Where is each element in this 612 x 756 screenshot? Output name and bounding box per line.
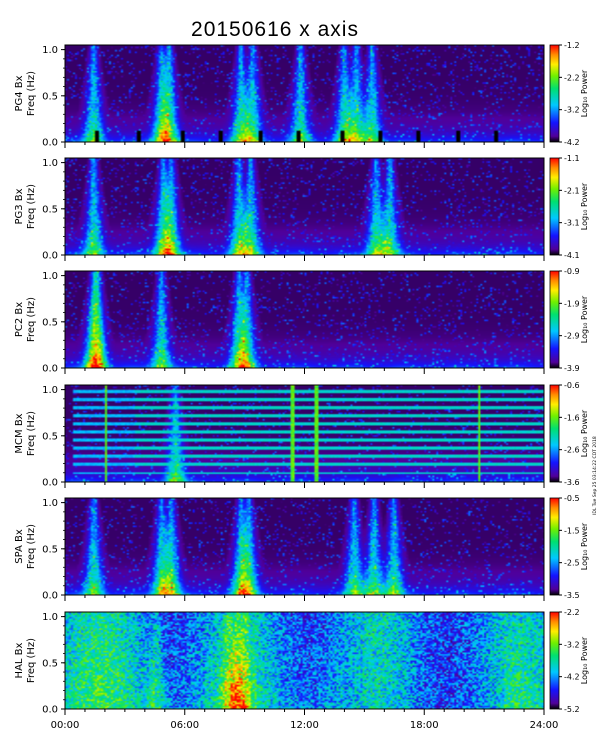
y-axis-station-label: HAL Bx — [14, 642, 25, 678]
colorbar-tick-label: -4.2 — [564, 138, 580, 147]
colorbar-label: Log₁₀ Power — [580, 182, 589, 230]
y-tick-label: 0.5 — [42, 204, 58, 215]
colorbar — [549, 611, 560, 710]
colorbar-tick-label: -2.9 — [564, 332, 580, 341]
y-axis-freq-label: Freq (Hz) — [26, 638, 37, 683]
x-tick-label: 00:00 — [51, 720, 80, 731]
y-tick-label: 0.0 — [42, 705, 58, 716]
colorbar-tick-label: -1.9 — [564, 299, 580, 308]
x-tick-label: 18:00 — [410, 720, 439, 731]
y-tick-label: 1.0 — [42, 271, 58, 282]
spectrogram-image — [65, 612, 544, 709]
colorbar-tick-label: -3.2 — [564, 640, 580, 649]
colorbar-tick-label: -0.5 — [564, 494, 580, 503]
colorbar-tick-label: -3.6 — [564, 478, 580, 487]
colorbar-tick-label: -3.1 — [564, 219, 580, 228]
spectrogram-image — [65, 158, 544, 255]
colorbar — [549, 44, 560, 143]
spectrogram-image — [65, 45, 544, 142]
y-tick-label: 0.0 — [42, 478, 58, 489]
colorbar — [549, 497, 560, 596]
colorbar-tick-label: -0.6 — [564, 381, 580, 390]
y-tick-label: 1.0 — [42, 612, 58, 623]
y-tick-label: 0.5 — [42, 544, 58, 555]
colorbar-tick-label: -3.9 — [564, 364, 580, 373]
colorbar-tick-label: -5.2 — [564, 705, 580, 714]
x-tick-label: 06:00 — [170, 720, 199, 731]
y-tick-label: 0.0 — [42, 138, 58, 149]
y-tick-label: 0.5 — [42, 317, 58, 328]
spectrogram-image — [65, 385, 544, 482]
y-tick-label: 0.0 — [42, 591, 58, 602]
y-axis-station-label: PG4 Bx — [14, 75, 25, 111]
y-axis-freq-label: Freq (Hz) — [26, 71, 37, 116]
colorbar-tick-label: -2.5 — [564, 559, 580, 568]
y-axis-station-label: PC2 Bx — [14, 302, 25, 337]
colorbar-tick-label: -1.2 — [564, 41, 580, 50]
chart-title: 20150616 x axis — [191, 18, 359, 41]
colorbar-tick-label: -4.2 — [564, 673, 580, 682]
colorbar-tick-label: -3.5 — [564, 591, 580, 600]
spectrogram-image — [65, 498, 544, 595]
panel-pg3-bx: 0.0 0.5 1.0 PG3 Bx Freq (Hz) -1.1 -2.1 -3.1 -4.1… — [14, 154, 589, 262]
colorbar-label: Log₁₀ Power — [580, 295, 589, 343]
y-tick-label: 0.0 — [42, 364, 58, 375]
side-note: IDL Tue Sep 25 03:14:22 CDT 2018 — [592, 436, 598, 515]
colorbar-tick-label: -1.6 — [564, 413, 580, 422]
x-tick-label: 24:00 — [530, 720, 559, 731]
y-axis-station-label: MCM Bx — [14, 413, 25, 453]
panel-pc2-bx: 0.0 0.5 1.0 PC2 Bx Freq (Hz) -0.9 -1.9 -2.9 -3.9… — [14, 267, 589, 375]
colorbar-tick-label: -2.1 — [564, 186, 580, 195]
colorbar-label: Log₁₀ Power — [580, 69, 589, 117]
panel-hal-bx: 0.0 0.5 1.0 00:00 06:00 12:00 18:00 24:00 HAL Bx… — [14, 608, 589, 731]
colorbar-tick-label: -4.1 — [564, 251, 580, 260]
colorbar-tick-label: -2.6 — [564, 446, 580, 455]
colorbar-tick-label: -1.5 — [564, 526, 580, 535]
colorbar-label: Log₁₀ Power — [580, 409, 589, 457]
y-axis-station-label: PG3 Bx — [14, 188, 25, 224]
colorbar — [549, 384, 560, 483]
colorbar-label: Log₁₀ Power — [580, 636, 589, 684]
colorbar-label: Log₁₀ Power — [580, 522, 589, 570]
y-tick-label: 1.0 — [42, 45, 58, 56]
y-tick-label: 0.5 — [42, 91, 58, 102]
y-axis-freq-label: Freq (Hz) — [26, 411, 37, 456]
y-tick-label: 1.0 — [42, 158, 58, 169]
colorbar-tick-label: -2.2 — [564, 73, 580, 82]
y-axis-freq-label: Freq (Hz) — [26, 297, 37, 342]
panel-pg4-bx: 0.0 0.5 1.0 PG4 Bx Freq (Hz) -1.2 -2.2 -3.2 -4.2… — [14, 41, 589, 149]
colorbar-tick-label: -2.2 — [564, 608, 580, 617]
panel-spa-bx: 0.0 0.5 1.0 SPA Bx Freq (Hz) -0.5 -1.5 -2.5 -3.5… — [14, 494, 589, 602]
colorbar-tick-label: -3.2 — [564, 106, 580, 115]
colorbar — [549, 157, 560, 256]
colorbar — [549, 270, 560, 369]
y-tick-label: 0.5 — [42, 658, 58, 669]
colorbar-tick-label: -1.1 — [564, 154, 580, 163]
y-axis-freq-label: Freq (Hz) — [26, 184, 37, 229]
y-tick-label: 1.0 — [42, 385, 58, 396]
x-tick-label: 12:00 — [290, 720, 319, 731]
y-tick-label: 0.0 — [42, 251, 58, 262]
y-axis-station-label: SPA Bx — [14, 529, 25, 564]
colorbar-tick-label: -0.9 — [564, 267, 580, 276]
y-tick-label: 0.5 — [42, 431, 58, 442]
y-tick-label: 1.0 — [42, 498, 58, 509]
y-axis-freq-label: Freq (Hz) — [26, 524, 37, 569]
panel-mcm-bx: 0.0 0.5 1.0 MCM Bx Freq (Hz) -0.6 -1.6 -2.6 -3.6… — [14, 381, 589, 489]
spectrogram-image — [65, 271, 544, 368]
